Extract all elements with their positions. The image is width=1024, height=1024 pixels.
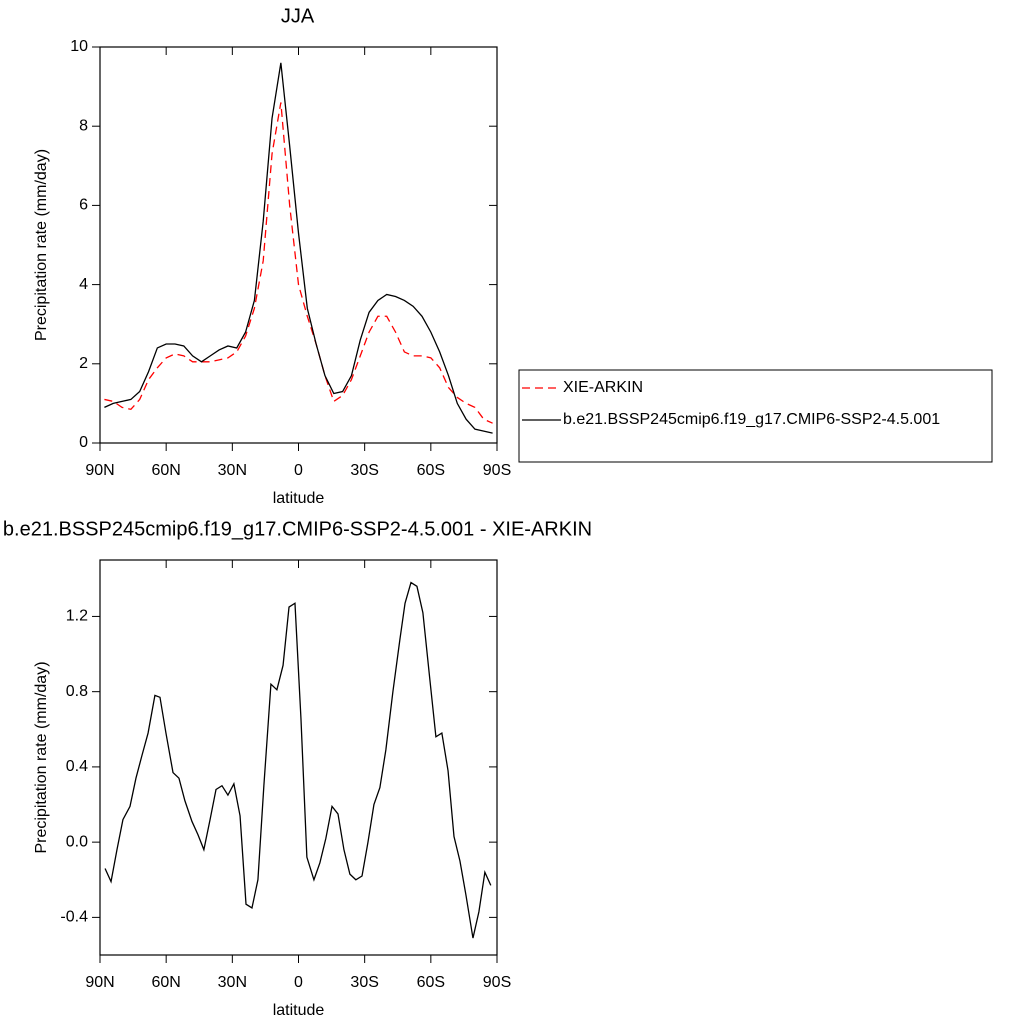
legend-label: b.e21.BSSP245cmip6.f19_g17.CMIP6-SSP2-4.… <box>563 411 940 428</box>
chart-title: b.e21.BSSP245cmip6.f19_g17.CMIP6-SSP2-4.… <box>3 518 592 540</box>
x-axis-label: latitude <box>273 490 325 507</box>
x-tick-label: 0 <box>294 974 303 991</box>
x-axis-label: latitude <box>273 1002 325 1019</box>
x-tick-label: 60N <box>151 974 180 991</box>
x-tick-label: 30S <box>350 974 378 991</box>
x-tick-label: 90N <box>85 462 114 479</box>
x-tick-label: 90S <box>483 462 511 479</box>
x-tick-label: 30N <box>218 974 247 991</box>
y-axis-label: Precipitation rate (mm/day) <box>33 149 50 341</box>
y-tick-label: 0.8 <box>66 683 88 700</box>
data-line <box>104 581 492 939</box>
data-line <box>104 102 493 424</box>
x-tick-label: 60N <box>151 462 180 479</box>
x-tick-label: 90S <box>483 974 511 991</box>
x-tick-label: 60S <box>417 462 445 479</box>
legend-box <box>518 369 993 463</box>
x-tick-label: 30N <box>218 462 247 479</box>
legend-label: XIE-ARKIN <box>563 379 643 396</box>
plot-frame <box>99 559 498 956</box>
data-line <box>104 62 493 434</box>
y-tick-label: 6 <box>79 197 88 214</box>
y-tick-label: 1.2 <box>66 608 88 625</box>
y-tick-label: 0.0 <box>66 833 88 850</box>
y-tick-label: 10 <box>70 38 88 55</box>
y-tick-label: 0 <box>79 434 88 451</box>
chart-title: JJA <box>281 5 315 27</box>
y-tick-label: 0.4 <box>66 758 88 775</box>
x-tick-label: 30S <box>350 462 378 479</box>
x-tick-label: 90N <box>85 974 114 991</box>
y-tick-label: 4 <box>79 276 88 293</box>
y-tick-label: -0.4 <box>60 909 88 926</box>
y-tick-label: 2 <box>79 355 88 372</box>
y-axis-label: Precipitation rate (mm/day) <box>33 661 50 853</box>
y-tick-label: 8 <box>79 117 88 134</box>
x-tick-label: 0 <box>294 462 303 479</box>
x-tick-label: 60S <box>417 974 445 991</box>
plot-frame <box>99 46 498 444</box>
